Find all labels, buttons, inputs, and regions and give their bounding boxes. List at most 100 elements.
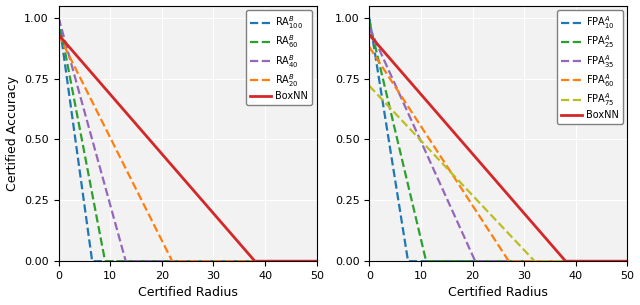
RA$^{B}_{60}$ [180,259,188,263]
Line: RA$^{B}_{40}$: RA$^{B}_{40}$ [59,18,317,261]
RA$^{B}_{60}$ [305,259,313,263]
FPA$^{A}_{10}$ [484,259,492,263]
Line: RA$^{B}_{60}$: RA$^{B}_{60}$ [59,18,317,261]
RA$^{B}_{40}$ [173,259,181,263]
Line: BoxNN: BoxNN [59,35,317,261]
BoxNN [616,259,624,263]
FPA$^{A}_{60}$ [484,228,492,231]
RA$^{B}_{100}$ [88,259,96,263]
FPA$^{A}_{75}$ [623,259,631,263]
BoxNN [569,259,577,263]
BoxNN [251,259,259,263]
RA$^{B}_{100}$ [305,259,313,263]
FPA$^{A}_{25}$ [422,259,430,263]
FPA$^{A}_{35}$ [471,259,479,263]
FPA$^{A}_{10}$ [491,259,499,263]
Line: FPA$^{A}_{60}$: FPA$^{A}_{60}$ [369,47,627,261]
Line: FPA$^{A}_{75}$: FPA$^{A}_{75}$ [369,86,627,261]
FPA$^{A}_{35}$ [365,26,373,29]
FPA$^{A}_{60}$ [379,65,387,69]
X-axis label: Certified Radius: Certified Radius [138,286,237,300]
BoxNN [562,259,570,263]
RA$^{B}_{60}$ [305,259,313,263]
RA$^{B}_{20}$ [313,259,321,263]
FPA$^{A}_{25}$ [379,75,387,79]
FPA$^{A}_{25}$ [484,259,492,263]
FPA$^{A}_{75}$ [379,98,387,102]
FPA$^{A}_{35}$ [616,259,624,263]
FPA$^{A}_{10}$ [404,259,412,263]
BoxNN [313,259,321,263]
FPA$^{A}_{25}$ [365,20,373,23]
BoxNN [305,259,313,263]
FPA$^{A}_{35}$ [623,259,631,263]
Line: RA$^{B}_{20}$: RA$^{B}_{20}$ [59,35,317,261]
RA$^{B}_{100}$ [313,259,321,263]
RA$^{B}_{40}$ [55,16,63,20]
FPA$^{A}_{10}$ [616,259,624,263]
Legend: FPA$^{A}_{10}$, FPA$^{A}_{25}$, FPA$^{A}_{35}$, FPA$^{A}_{60}$, FPA$^{A}_{75}$, : FPA$^{A}_{10}$, FPA$^{A}_{25}$, FPA$^{A}… [557,10,623,124]
FPA$^{A}_{35}$ [491,259,499,263]
RA$^{B}_{60}$ [101,259,109,263]
FPA$^{A}_{25}$ [616,259,624,263]
FPA$^{A}_{75}$ [484,210,492,213]
BoxNN [616,259,624,263]
FPA$^{A}_{10}$ [365,16,373,20]
RA$^{B}_{40}$ [258,259,266,263]
RA$^{B}_{60}$ [55,16,63,20]
X-axis label: Certified Radius: Certified Radius [449,286,548,300]
BoxNN [484,170,492,174]
BoxNN [623,259,631,263]
RA$^{B}_{20}$ [173,259,181,263]
FPA$^{A}_{60}$ [505,259,513,263]
RA$^{B}_{100}$ [68,111,76,115]
FPA$^{A}_{25}$ [616,259,624,263]
RA$^{B}_{20}$ [258,259,266,263]
RA$^{B}_{20}$ [180,259,188,263]
RA$^{B}_{60}$ [173,259,181,263]
RA$^{B}_{20}$ [305,259,313,263]
FPA$^{A}_{25}$ [491,259,499,263]
FPA$^{A}_{10}$ [379,99,387,102]
FPA$^{A}_{75}$ [491,217,499,221]
Legend: RA$^{B}_{100}$, RA$^{B}_{60}$, RA$^{B}_{40}$, RA$^{B}_{20}$, BoxNN: RA$^{B}_{100}$, RA$^{B}_{60}$, RA$^{B}_{… [246,10,312,105]
RA$^{B}_{100}$ [305,259,313,263]
RA$^{B}_{60}$ [313,259,321,263]
Line: FPA$^{A}_{35}$: FPA$^{A}_{35}$ [369,27,627,261]
FPA$^{A}_{35}$ [569,259,577,263]
Y-axis label: Certified Accuracy: Certified Accuracy [6,76,19,191]
FPA$^{A}_{35}$ [484,259,492,263]
BoxNN [173,170,181,174]
FPA$^{A}_{75}$ [531,259,538,263]
FPA$^{A}_{25}$ [569,259,577,263]
BoxNN [365,33,373,37]
RA$^{B}_{20}$ [305,259,313,263]
Line: FPA$^{A}_{10}$: FPA$^{A}_{10}$ [369,18,627,261]
RA$^{B}_{40}$ [68,64,76,67]
RA$^{B}_{40}$ [180,259,188,263]
FPA$^{A}_{60}$ [365,45,373,49]
RA$^{B}_{20}$ [68,59,76,63]
FPA$^{A}_{60}$ [623,259,631,263]
FPA$^{A}_{35}$ [616,259,624,263]
Line: RA$^{B}_{100}$: RA$^{B}_{100}$ [59,18,317,261]
FPA$^{A}_{75}$ [616,259,624,263]
FPA$^{A}_{60}$ [491,238,499,242]
RA$^{B}_{100}$ [180,259,188,263]
RA$^{B}_{20}$ [55,33,63,37]
FPA$^{A}_{10}$ [569,259,577,263]
RA$^{B}_{100}$ [55,16,63,20]
FPA$^{A}_{35}$ [379,55,387,58]
FPA$^{A}_{75}$ [365,84,373,88]
BoxNN [258,259,266,263]
Line: FPA$^{A}_{25}$: FPA$^{A}_{25}$ [369,21,627,261]
BoxNN [180,178,188,181]
BoxNN [491,178,499,181]
RA$^{B}_{40}$ [313,259,321,263]
FPA$^{A}_{60}$ [569,259,577,263]
FPA$^{A}_{75}$ [569,259,577,263]
FPA$^{A}_{10}$ [616,259,624,263]
RA$^{B}_{60}$ [258,259,266,263]
RA$^{B}_{20}$ [168,259,176,263]
RA$^{B}_{100}$ [258,259,266,263]
